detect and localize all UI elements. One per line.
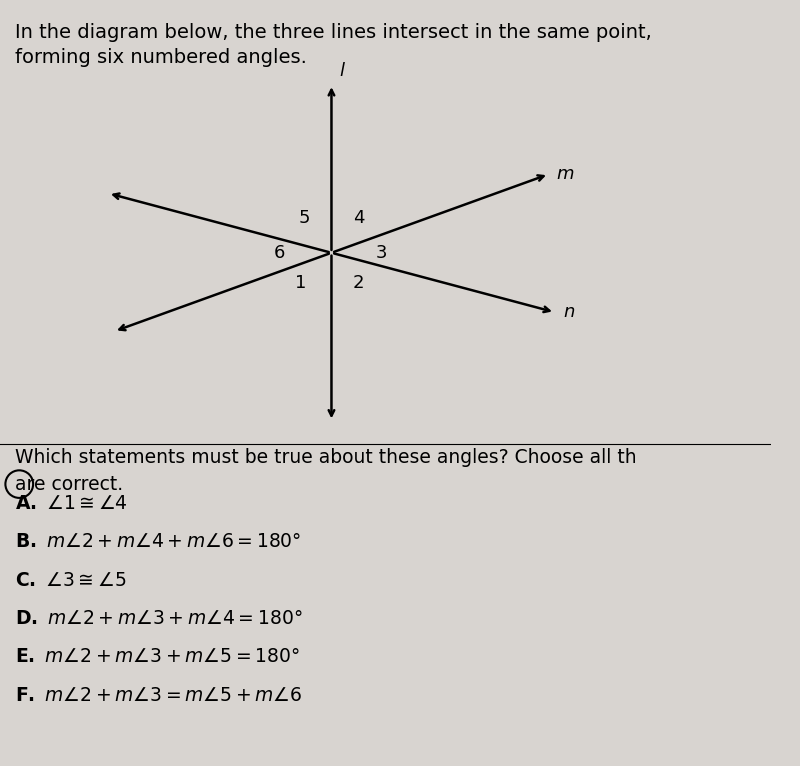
Text: $\mathbf{C.}$ $\angle 3 \cong \angle 5$: $\mathbf{C.}$ $\angle 3 \cong \angle 5$ (15, 571, 126, 590)
Text: 6: 6 (274, 244, 285, 262)
Text: $n$: $n$ (562, 303, 574, 321)
Text: $\mathbf{A.}$ $\angle 1 \cong \angle 4$: $\mathbf{A.}$ $\angle 1 \cong \angle 4$ (15, 494, 128, 513)
Text: 3: 3 (376, 244, 387, 262)
Text: $\mathbf{E.}$ $m\angle 2 + m\angle 3 + m\angle 5 = 180°$: $\mathbf{E.}$ $m\angle 2 + m\angle 3 + m… (15, 647, 300, 666)
Text: $\mathbf{D.}$ $m\angle 2 + m\angle 3 + m\angle 4 = 180°$: $\mathbf{D.}$ $m\angle 2 + m\angle 3 + m… (15, 609, 303, 628)
Text: Which statements must be true about these angles? Choose all th
are correct.: Which statements must be true about thes… (15, 448, 637, 493)
Text: $l$: $l$ (339, 63, 346, 80)
Text: $m$: $m$ (557, 165, 574, 183)
Text: $\mathbf{B.}$ $m\angle 2 + m\angle 4 + m\angle 6 = 180°$: $\mathbf{B.}$ $m\angle 2 + m\angle 4 + m… (15, 532, 302, 552)
Text: In the diagram below, the three lines intersect in the same point,
forming six n: In the diagram below, the three lines in… (15, 23, 652, 67)
Text: 4: 4 (353, 209, 364, 228)
Text: 5: 5 (298, 209, 310, 228)
Text: 1: 1 (295, 274, 306, 293)
Text: 2: 2 (353, 274, 364, 293)
Text: $\mathbf{F.}$ $m\angle 2 + m\angle 3 = m\angle 5 + m\angle 6$: $\mathbf{F.}$ $m\angle 2 + m\angle 3 = m… (15, 686, 303, 705)
